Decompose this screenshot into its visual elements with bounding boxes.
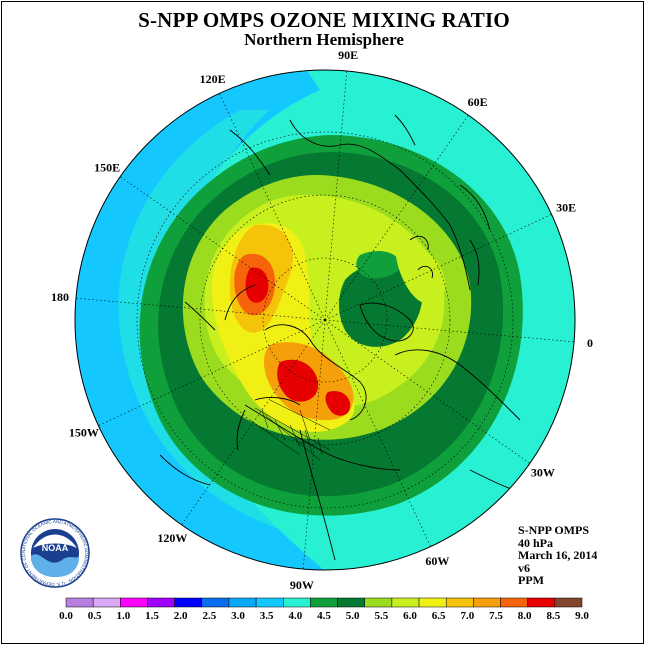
longitude-label: 30E — [556, 201, 576, 215]
colorbar-tick-label: 3.0 — [231, 610, 245, 622]
meridian-line — [219, 93, 326, 321]
ozone-band-3.5-4.0-inner — [118, 110, 300, 535]
colorbar-swatch — [473, 597, 501, 608]
ozone-max-hudson — [325, 390, 351, 416]
colorbar-tick-label: 1.5 — [145, 610, 159, 622]
colorbar-swatch — [65, 597, 94, 608]
colorbar-tick-label: 6.0 — [403, 610, 417, 622]
colorbar-swatch — [174, 597, 203, 608]
colorbar-swatch — [255, 597, 284, 608]
colorbar-tick-label: 3.5 — [260, 610, 274, 622]
meridian-line — [75, 297, 326, 321]
political-boundaries — [249, 399, 331, 461]
meridian-line — [324, 214, 552, 321]
colorbar-tick-label: 8.0 — [518, 610, 532, 622]
colorbar-tick-label: 2.5 — [202, 610, 216, 622]
meridian-line — [98, 319, 326, 426]
noaa-logo-ring-text: NATIONAL OCEANIC AND ATMOSPHERIC ADMINIS… — [0, 0, 89, 587]
colorbar-swatch — [500, 597, 528, 608]
longitude-label: 90E — [338, 48, 358, 62]
longitude-label: 30W — [531, 466, 555, 480]
meridian-line — [120, 176, 326, 321]
colorbar-tick-label: 2.0 — [174, 610, 188, 622]
longitude-label: 150W — [69, 425, 99, 439]
colorbar-tick-label: 6.5 — [432, 610, 446, 622]
latitude-circle — [262, 257, 388, 383]
colorbar-swatch — [391, 597, 420, 608]
longitude-label: 60W — [425, 554, 449, 568]
ozone-lobe-east — [395, 244, 446, 304]
coastlines — [159, 114, 531, 561]
latitude-circle — [136, 131, 514, 509]
colorbar-swatch — [228, 597, 257, 608]
colorbar-swatch — [147, 597, 175, 608]
colorbar-swatch — [527, 597, 556, 608]
graticule — [75, 70, 575, 570]
colorbar-swatch — [337, 597, 365, 608]
colorbar-tick-label: 0.5 — [88, 610, 102, 622]
ozone-low-center — [339, 264, 423, 347]
meridian-line — [324, 319, 431, 547]
longitude-label: 60E — [468, 95, 488, 109]
map-subtitle: Northern Hemisphere — [244, 30, 404, 49]
info-product: S-NPP OMPS — [518, 523, 589, 537]
colorbar-tick-label: 8.5 — [546, 610, 560, 622]
longitude-labels: 90E 60E 30E 0 30W 60W 90W 120W 150W 180 150E 120E — [51, 48, 593, 592]
map-title: S-NPP OMPS OZONE MIXING RATIO — [138, 8, 510, 32]
product-info: S-NPP OMPS 40 hPa March 16, 2014 v6 PPM — [518, 524, 597, 587]
longitude-label: 120W — [157, 531, 187, 545]
colorbar-swatch — [92, 597, 121, 608]
meridian-line — [324, 319, 530, 464]
colorbar-swatch — [201, 597, 230, 608]
colorbar-tick-label: 4.0 — [288, 610, 302, 622]
colorbar-tick-label: 0.0 — [59, 610, 73, 622]
colorbar-tick-label: 9.0 — [575, 610, 589, 622]
colorbar-tick-label: 5.5 — [374, 610, 388, 622]
colorbar-tick-label: 1.0 — [116, 610, 130, 622]
noaa-logo-text: NOAA — [42, 543, 69, 553]
meridian-line — [181, 319, 326, 525]
latitude-circle — [199, 194, 451, 446]
colorbar-swatch — [283, 597, 311, 608]
colorbar-swatch — [364, 597, 393, 608]
meridian-line — [324, 115, 469, 321]
svg-text:NATIONAL OCEANIC AND ATMOSPHER: NATIONAL OCEANIC AND ATMOSPHERIC ADMINIS… — [0, 0, 89, 587]
info-version: v6 — [518, 560, 530, 575]
longitude-label: 120E — [200, 72, 226, 86]
info-level: 40 hPa — [518, 535, 554, 550]
longitude-label: 180 — [51, 290, 69, 304]
longitude-label: 0 — [587, 336, 593, 350]
noaa-logo: NOAA NATIONAL OCEANIC AND ATMOSPHERIC AD… — [0, 0, 90, 588]
colorbar-swatch — [310, 597, 338, 608]
colorbar-tick-label: 7.0 — [460, 610, 474, 622]
ozone-low-rim — [356, 250, 401, 279]
meridian-line — [324, 70, 348, 321]
colorbar-tick-label: 5.0 — [346, 610, 360, 622]
longitude-label: 150E — [94, 160, 120, 174]
info-units: PPM — [518, 573, 544, 587]
colorbar-swatch — [418, 597, 447, 608]
ozone-band-3.0-3.5 — [75, 70, 330, 570]
colorbar-tick-label: 7.5 — [489, 610, 503, 622]
meridian-line — [324, 319, 575, 343]
ozone-field — [75, 70, 575, 570]
map-boundary — [74, 69, 576, 571]
longitude-label: 90W — [290, 578, 314, 592]
colorbar: 0.0 0.5 1.0 1.5 2.0 2.5 3.0 3.5 4.0 4.5 5.0 5.5 6.0 6… — [59, 597, 589, 622]
ozone-max-south — [277, 359, 319, 402]
colorbar-swatch — [120, 597, 148, 608]
colorbar-swatch — [554, 597, 583, 608]
colorbar-swatch — [445, 597, 474, 608]
colorbar-tick-label: 4.5 — [317, 610, 331, 622]
info-date: March 16, 2014 — [518, 548, 598, 562]
meridian-line — [302, 319, 326, 570]
